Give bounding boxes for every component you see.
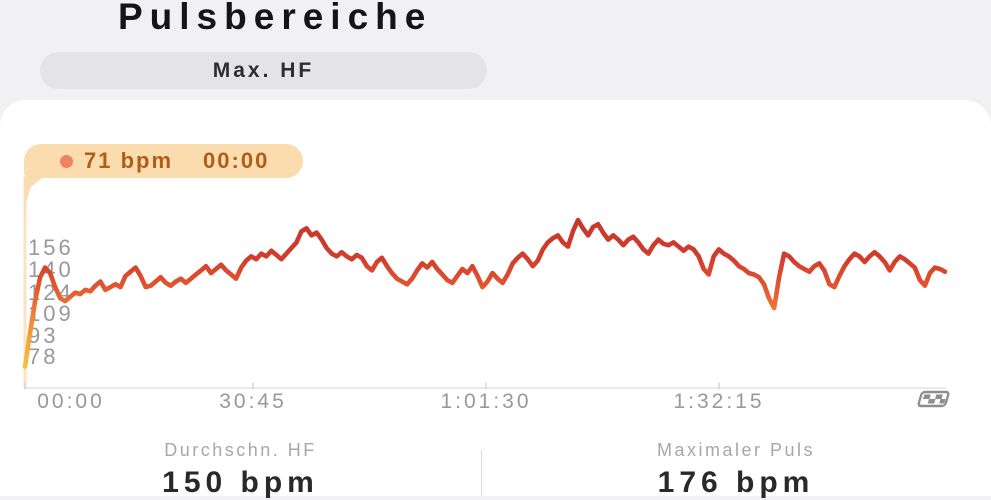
x-axis-label: 00:00 (37, 390, 105, 413)
x-axis-ticks (24, 382, 720, 390)
finish-flag-icon (917, 390, 950, 408)
metric-chip-max-hf[interactable]: Max. HF (40, 52, 487, 89)
heart-rate-line (22, 217, 948, 370)
y-axis-label: 156 (28, 235, 74, 260)
stat-max-hr: Maximaler Puls 176 bpm (481, 440, 991, 500)
stat-label: Maximaler Puls (656, 440, 816, 460)
stat-label: Durchschn. HF (164, 440, 317, 460)
stat-value: 150 bpm (162, 466, 319, 499)
stat-average-hr: Durchschn. HF 150 bpm (0, 440, 481, 500)
chart-cursor-line[interactable] (23, 176, 27, 388)
x-axis-label: 1:01:30 (440, 390, 532, 413)
summary-stats: Durchschn. HF 150 bpm Maximaler Puls 176… (0, 440, 991, 500)
metric-chip-label: Max. HF (212, 58, 315, 82)
tooltip-value: 71 bpm (84, 148, 174, 173)
tooltip-time: 00:00 (203, 148, 270, 173)
stat-value: 176 bpm (657, 466, 815, 499)
hr-tooltip: 71 bpm 00:00 (24, 144, 304, 178)
y-axis-label: 78 (28, 343, 59, 369)
stats-divider (481, 450, 482, 496)
x-axis-label: 1:32:15 (673, 390, 765, 413)
tooltip-dot (60, 154, 73, 168)
page-title: Pulsbereiche (118, 0, 433, 37)
x-axis-label: 30:45 (219, 390, 287, 413)
